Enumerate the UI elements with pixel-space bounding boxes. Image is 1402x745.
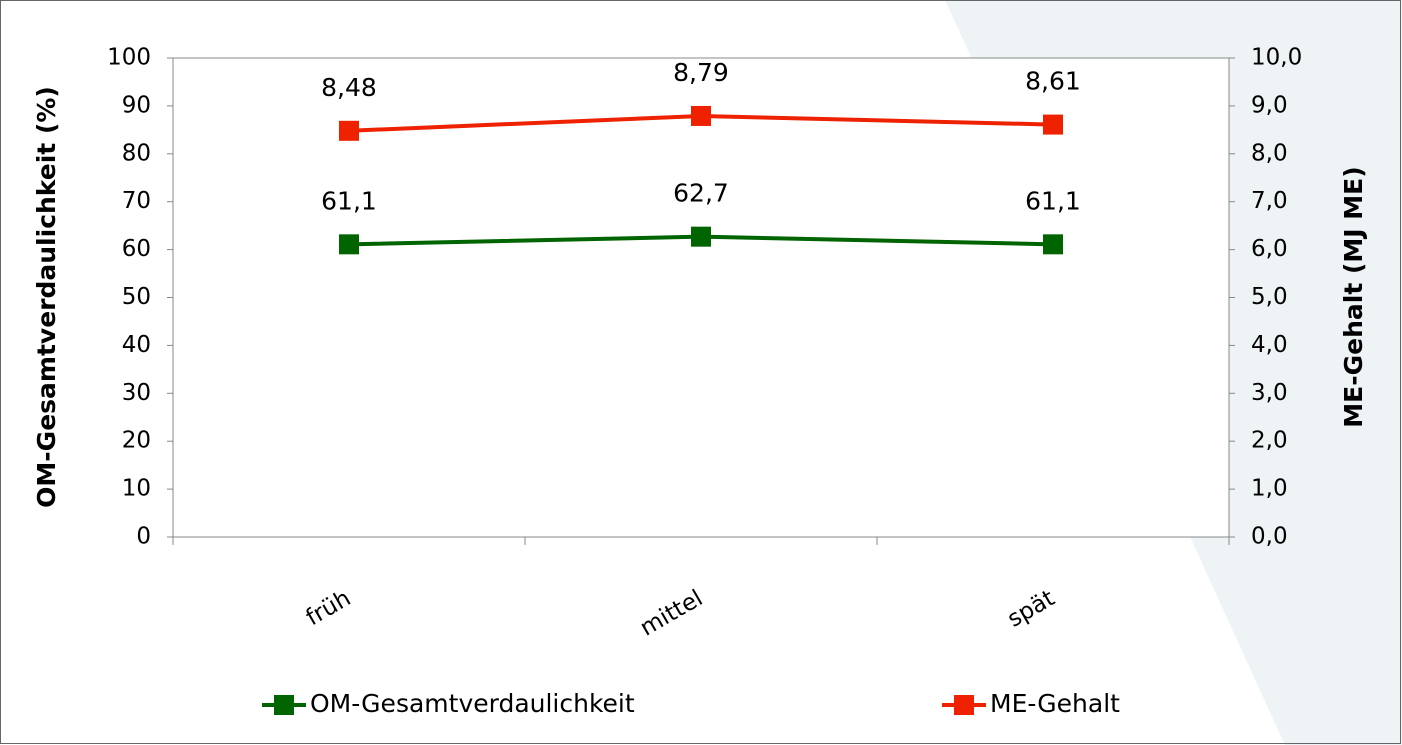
y-tick-label: 60 bbox=[122, 236, 151, 262]
y-tick-label: 70 bbox=[122, 188, 151, 214]
marker bbox=[339, 234, 359, 255]
y2-tick-label: 7,0 bbox=[1251, 188, 1288, 214]
y-tick-label: 20 bbox=[122, 428, 151, 454]
data-label: 8,79 bbox=[673, 58, 729, 87]
y2-tick-label: 1,0 bbox=[1251, 476, 1288, 502]
marker bbox=[1043, 234, 1063, 255]
data-label: 61,1 bbox=[1025, 186, 1081, 215]
y-tick-label: 90 bbox=[122, 92, 151, 118]
y2-tick-label: 2,0 bbox=[1251, 428, 1288, 454]
y2-tick-label: 6,0 bbox=[1251, 236, 1288, 262]
plot-area bbox=[172, 57, 1230, 538]
marker bbox=[1043, 114, 1063, 135]
data-label: 8,48 bbox=[321, 73, 377, 102]
y2-tick-label: 3,0 bbox=[1251, 380, 1288, 406]
y-tick-label: 40 bbox=[122, 332, 151, 358]
legend-marker bbox=[954, 695, 974, 715]
y-axis-label: OM-Gesamtverdaulichkeit (%) bbox=[32, 86, 61, 508]
y2-tick-label: 0,0 bbox=[1251, 524, 1288, 550]
y-tick-label: 0 bbox=[136, 524, 151, 550]
data-label: 8,61 bbox=[1025, 67, 1081, 96]
y2-tick-label: 9,0 bbox=[1251, 92, 1288, 118]
data-label: 62,7 bbox=[673, 179, 729, 208]
marker bbox=[339, 120, 359, 141]
y2-axis-label: ME-Gehalt (MJ ME) bbox=[1339, 166, 1368, 427]
y-tick-label: 100 bbox=[107, 45, 151, 71]
marker bbox=[691, 105, 711, 126]
marker bbox=[691, 226, 711, 247]
y-tick-label: 10 bbox=[122, 476, 151, 502]
y-tick-label: 50 bbox=[122, 284, 151, 310]
y2-tick-label: 5,0 bbox=[1251, 284, 1288, 310]
y-tick-label: 80 bbox=[122, 140, 151, 166]
legend-marker bbox=[274, 695, 294, 715]
y2-tick-label: 10,0 bbox=[1251, 45, 1302, 71]
legend-label: ME-Gehalt bbox=[990, 689, 1120, 718]
y-tick-label: 30 bbox=[122, 380, 151, 406]
y2-tick-label: 4,0 bbox=[1251, 332, 1288, 358]
data-label: 61,1 bbox=[321, 186, 377, 215]
y2-tick-label: 8,0 bbox=[1251, 140, 1288, 166]
legend-label: OM-Gesamtverdaulichkeit bbox=[310, 689, 635, 718]
